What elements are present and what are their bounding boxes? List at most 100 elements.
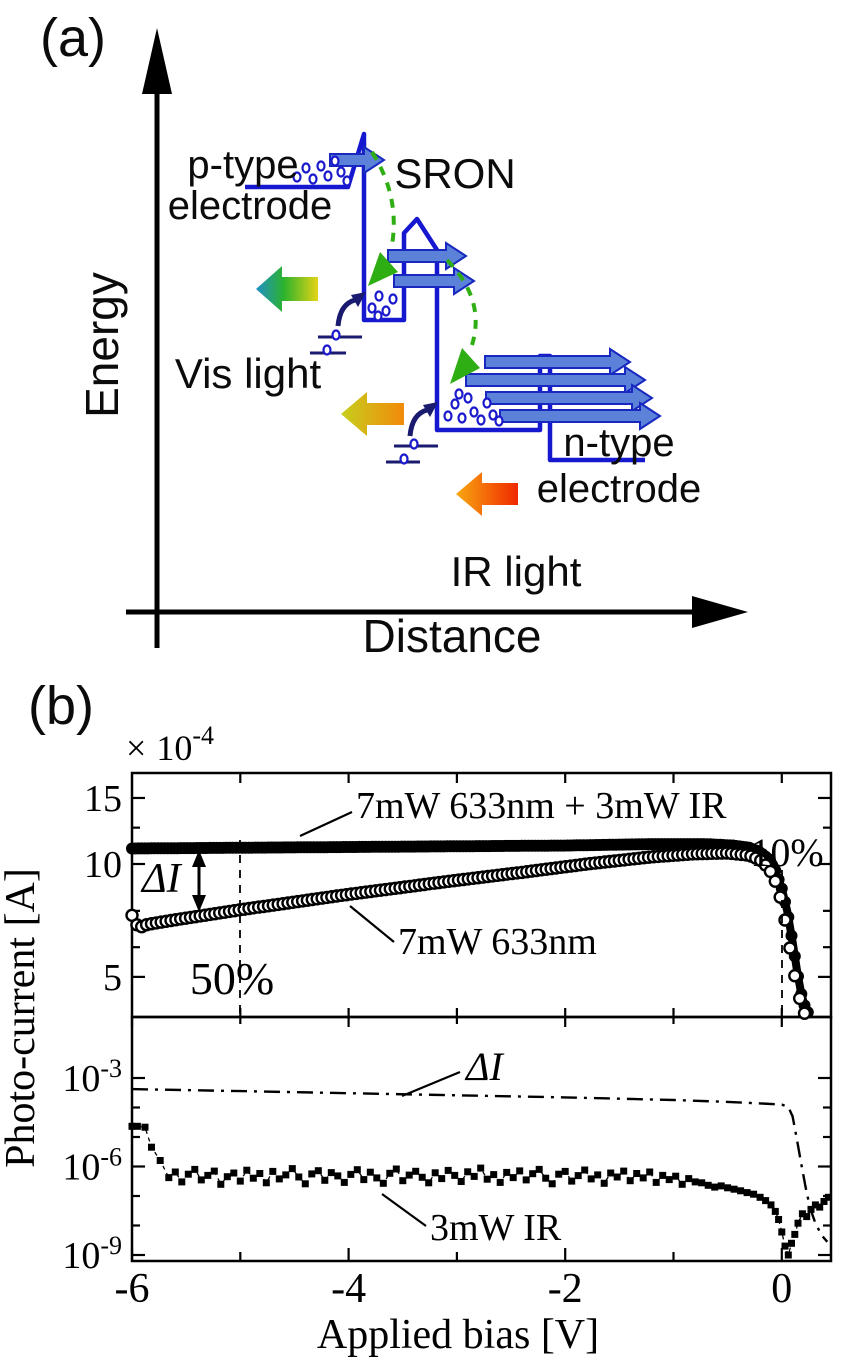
data-point-open — [773, 890, 787, 904]
data-point-square — [542, 1174, 550, 1182]
y-tick-label: 15 — [84, 778, 122, 820]
data-point-square — [568, 1177, 576, 1185]
data-point-square — [767, 1201, 775, 1209]
data-point-square — [665, 1176, 673, 1184]
data-point-square — [652, 1178, 660, 1186]
data-point-square — [262, 1179, 270, 1187]
data-point-square — [600, 1179, 608, 1187]
legend-3mw-ir: 3mW IR — [430, 1207, 562, 1249]
ir-series-pointer-line — [381, 1193, 427, 1227]
data-point-square — [529, 1170, 537, 1178]
vis-light-label: Vis light — [175, 350, 322, 397]
data-point-square — [340, 1178, 348, 1186]
bottom-series — [128, 1087, 832, 1259]
relaxation-arrowhead-icon — [450, 348, 480, 384]
data-point-square — [633, 1170, 641, 1177]
x-axis-title: Applied bias [V] — [317, 1312, 599, 1358]
electron-icon — [331, 329, 341, 341]
pct50-label: 50% — [190, 953, 274, 1004]
distance-axis-label: Distance — [363, 610, 542, 662]
data-point-square — [784, 1251, 792, 1259]
data-point-square — [509, 1174, 517, 1182]
data-point-square — [490, 1171, 498, 1179]
data-point-square — [379, 1179, 387, 1187]
multiplier-base: 10 — [156, 728, 192, 768]
data-point-square — [184, 1170, 192, 1178]
data-point-square — [366, 1168, 374, 1176]
data-point-square — [392, 1165, 400, 1173]
energy-axis-arrowhead-icon — [142, 28, 172, 94]
data-point-square — [308, 1170, 316, 1178]
data-point-square — [824, 1193, 832, 1201]
data-point-open — [797, 1006, 812, 1020]
data-point-square — [685, 1175, 693, 1183]
data-point-square — [788, 1239, 795, 1247]
data-point-square — [269, 1167, 277, 1175]
data-point-square — [503, 1168, 511, 1176]
arrowhead-down-icon — [192, 895, 206, 912]
data-point-square — [778, 1228, 786, 1236]
data-point-square — [607, 1169, 615, 1177]
data-point-square — [288, 1165, 296, 1173]
data-point-square — [724, 1184, 732, 1192]
x-tick-labels: -6 -4 -2 0 — [115, 1266, 793, 1312]
data-point-square — [594, 1171, 602, 1179]
data-point-square — [399, 1177, 407, 1185]
x-tick-label: -2 — [548, 1266, 583, 1312]
delta-i-arrow — [192, 850, 206, 912]
data-point-square — [249, 1174, 257, 1182]
multiplier-sign: × — [126, 728, 146, 768]
y-tick-label: 10-9 — [62, 1231, 122, 1277]
data-point-square — [620, 1167, 628, 1175]
n-electrode-label-line1: n-type — [563, 421, 674, 465]
data-point-square — [803, 1213, 811, 1221]
data-point-open — [783, 941, 797, 955]
tunnel-arrow-icon — [484, 347, 632, 377]
data-point-square — [191, 1165, 199, 1173]
data-point-square — [451, 1171, 459, 1179]
bottom-plot-box — [130, 1015, 833, 1263]
electrons-p-electrode — [292, 155, 352, 187]
data-point-square — [327, 1169, 335, 1177]
data-point-open — [788, 969, 802, 983]
p-electrode-label-line1: p-type — [187, 143, 298, 187]
panel-b: (b) × 10-4 Photo-current [A] 1510510-310-… — [0, 676, 833, 1358]
data-point-square — [548, 1180, 556, 1188]
data-point-open — [768, 874, 782, 888]
data-point-square — [791, 1230, 799, 1238]
data-point-square — [522, 1176, 530, 1184]
data-point-square — [794, 1219, 802, 1227]
pct10-label: 10% — [750, 830, 823, 875]
data-point-square — [223, 1173, 231, 1181]
ir-light-label: IR light — [451, 548, 582, 595]
data-point-square — [626, 1177, 634, 1185]
data-point-square — [730, 1185, 738, 1193]
p-electrode-label-line2: electrode — [168, 184, 333, 228]
data-point-square — [171, 1168, 179, 1176]
data-point-square — [477, 1164, 485, 1172]
data-point-square — [698, 1179, 706, 1187]
mid-emission-arrow-icon — [341, 392, 404, 436]
data-point-filled — [785, 929, 798, 942]
data-point-square — [314, 1167, 322, 1175]
data-point-square — [798, 1210, 806, 1218]
legend-7mw-633nm-plus-3mw-ir: 7mW 633nm + 3mW IR — [356, 785, 727, 827]
data-point-square — [412, 1167, 420, 1175]
data-point-square — [781, 1242, 789, 1250]
data-point-square — [464, 1168, 472, 1176]
electron-icon — [399, 453, 409, 465]
data-point-square — [483, 1175, 491, 1183]
electrons-well-2 — [443, 388, 504, 427]
data-point-square — [373, 1174, 381, 1182]
data-point-square — [470, 1172, 478, 1180]
data-point-square — [737, 1187, 745, 1195]
arrowhead-up-icon — [192, 850, 206, 867]
panel-a: (a) Energy Distance — [40, 8, 748, 662]
data-point-square — [639, 1174, 647, 1182]
data-point-square — [743, 1189, 751, 1197]
vis-emission-arrow-icon — [256, 266, 318, 312]
legend-7mw-633nm: 7mW 633nm — [398, 921, 597, 963]
data-point-square — [750, 1190, 758, 1198]
